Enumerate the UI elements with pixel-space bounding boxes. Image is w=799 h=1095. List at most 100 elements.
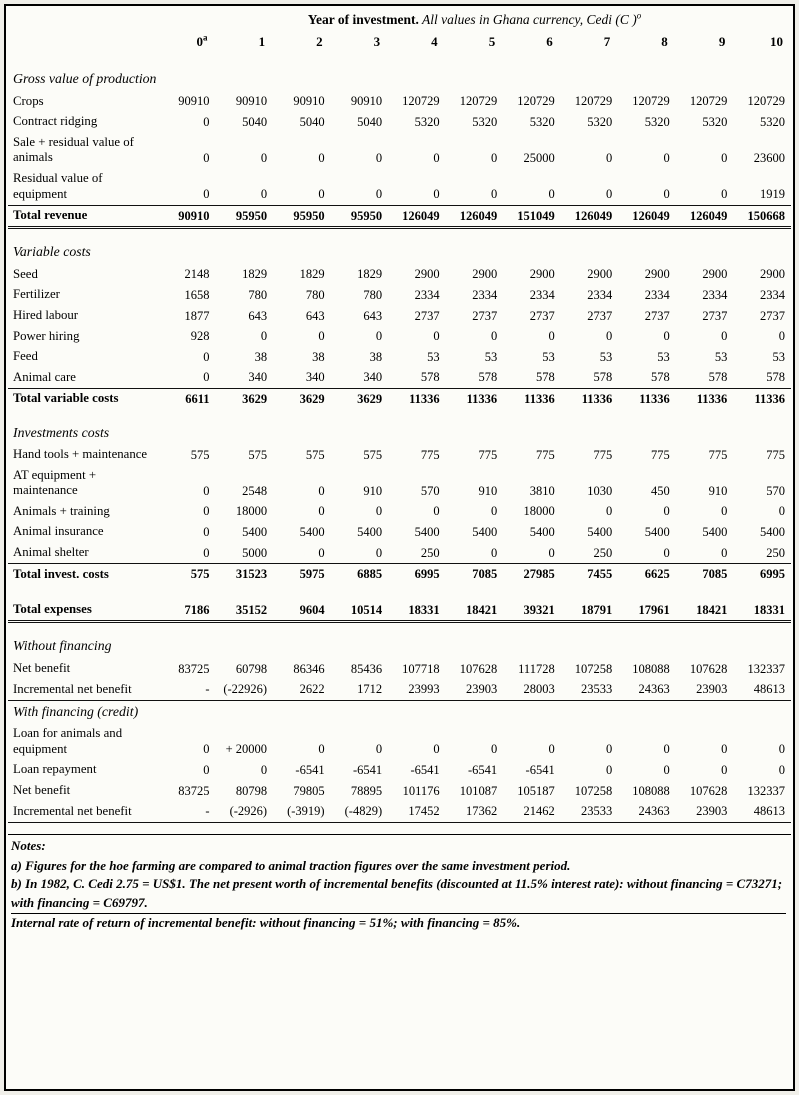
cell-value: 2334 — [414, 287, 440, 302]
cell-value: 0 — [663, 329, 670, 344]
cell-value: 0 — [433, 742, 440, 757]
cell-value: 578 — [445, 367, 504, 389]
cell-value: 0 — [560, 168, 619, 206]
table-row: Net benefit 83725 60798 86346 85436 107718 107… — [8, 658, 791, 679]
cell-value: 24363 — [618, 801, 676, 823]
cell-value: 578 — [675, 367, 734, 389]
cell-value: 107258 — [574, 661, 613, 676]
cell-value: 0 — [778, 504, 785, 519]
cell-value: 5400 — [242, 525, 268, 540]
cell-value: 120729 — [402, 94, 440, 109]
cell-value: 780 — [305, 287, 325, 302]
cell-value: 575 — [190, 567, 210, 582]
cell-value: 0 — [203, 150, 210, 165]
cell-value: 775 — [708, 447, 728, 462]
table-row: Residual value of equipment 0 0 0 0 0 0 0 0 0 0 191… — [8, 168, 791, 206]
cell-value: 5320 — [414, 114, 440, 129]
cell-value: 0 — [318, 329, 325, 344]
column-header-year-0: 0a — [196, 32, 208, 49]
table-row: Animal insurance 0 5400 5400 5400 5400 5400 540… — [8, 522, 791, 543]
cell-value: 11336 — [466, 392, 498, 407]
row-label: Power hiring — [13, 328, 80, 343]
cell-value: 53 — [542, 349, 555, 364]
cell-value: 0 — [330, 168, 389, 206]
cell-value: 38 — [312, 349, 325, 364]
table-title: Year of investment. All values in Ghana … — [158, 9, 791, 30]
cell-value: 0 — [618, 168, 676, 206]
cell-value: 0 — [318, 483, 325, 498]
cell-value: 0 — [663, 762, 670, 777]
cell-value: 0 — [490, 150, 498, 165]
cell-value: 35152 — [215, 599, 274, 624]
cell-value: 0 — [606, 762, 613, 777]
table-row: Seed 2148 1829 1829 1829 2900 2900 2900 2900 2900… — [8, 264, 791, 285]
cell-value: 0 — [721, 150, 728, 165]
cell-value: 5320 — [644, 114, 670, 129]
row-label: Animal care — [8, 367, 158, 389]
table-row: Total revenue 90910 95950 95950 95950 126049 1… — [8, 205, 791, 230]
row-label: Crops — [13, 93, 44, 108]
cell-value: 775 — [420, 447, 440, 462]
cell-value: 21462 — [503, 801, 561, 823]
cell-value: 107628 — [689, 783, 728, 798]
cell-value: 11336 — [696, 392, 728, 407]
table-row: Hand tools + maintenance 575 575 575 575 775 7… — [8, 445, 791, 466]
row-label: Total expenses — [8, 599, 158, 624]
cell-value: -6541 — [410, 762, 440, 777]
note-item: b) In 1982, C. Cedi 2.75 = US$1. The net… — [11, 876, 783, 911]
cell-value: 2548 — [242, 483, 268, 498]
table-row: Fertilizer 1658 780 780 780 2334 2334 2334 2334 2… — [8, 285, 791, 306]
cell-value: 775 — [593, 447, 613, 462]
cell-value: 126049 — [560, 205, 619, 230]
section-row: Variable costs — [8, 228, 791, 265]
label-column-header — [8, 30, 158, 56]
cell-value: -6541 — [468, 762, 498, 777]
section-heading: Investments costs — [13, 424, 110, 440]
row-label: Animals + training — [13, 503, 110, 518]
cell-value: 0 — [606, 329, 613, 344]
cell-value: 2900 — [529, 267, 555, 282]
cell-value: 910 — [478, 483, 498, 498]
table-row: Incremental net benefit - (-22926) 2622 1712… — [8, 679, 791, 701]
cell-value: 90910 — [178, 94, 210, 109]
cell-value: 1919 — [733, 168, 791, 206]
cell-value: 0 — [375, 150, 383, 165]
cell-value: 0 — [375, 742, 383, 757]
cell-value: 2737 — [529, 308, 555, 323]
cell-value: 5320 — [760, 114, 785, 129]
cell-value: 23903 — [445, 679, 504, 701]
cell-value: 5320 — [702, 114, 728, 129]
cell-value: 578 — [388, 367, 446, 389]
cell-value: - — [158, 801, 216, 823]
cell-value: 23903 — [675, 679, 734, 701]
cell-value: 250 — [733, 542, 791, 565]
cell-value: 0 — [433, 504, 440, 519]
cell-value: 0 — [318, 504, 325, 519]
cell-value: 0 — [778, 329, 785, 344]
cell-value: 0 — [721, 504, 728, 519]
cell-value: 0 — [318, 150, 325, 165]
cell-value: 2900 — [644, 267, 670, 282]
cell-value: 18000 — [523, 504, 555, 519]
cell-value: 775 — [651, 447, 670, 462]
cell-value: 95950 — [273, 205, 331, 230]
cell-value: 7455 — [587, 567, 613, 582]
cell-value: 0 — [490, 742, 498, 757]
table-row: Animals + training 0 18000 0 0 0 0 18000 0 0 0 0 — [8, 501, 791, 522]
cell-value: (-4829) — [330, 801, 389, 823]
column-header-year-9: 9 — [718, 34, 726, 49]
cell-value: 2737 — [587, 308, 613, 323]
title-superscript: o — [636, 10, 642, 21]
cell-value: 107718 — [402, 661, 440, 676]
row-label: Contract ridging — [13, 114, 98, 129]
cell-value: 0 — [721, 742, 728, 757]
cell-value: 1712 — [330, 679, 389, 701]
document-page: Year of investment. All values in Ghana … — [4, 4, 795, 1091]
cell-value: 2334 — [529, 287, 555, 302]
cell-value: 0 — [490, 504, 498, 519]
section-row: With financing (credit) — [8, 700, 791, 724]
cell-value: 27985 — [523, 567, 555, 582]
notes-heading: Notes: — [11, 837, 46, 853]
cell-value: 0 — [158, 542, 216, 565]
cell-value: 53 — [599, 349, 613, 364]
